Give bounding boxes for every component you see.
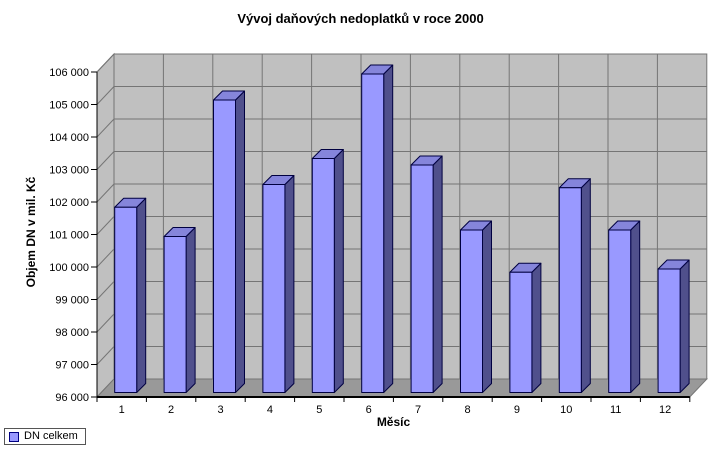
- y-tick-label: 96 000: [55, 392, 89, 404]
- x-tick-label: 3: [217, 404, 223, 416]
- bar-month-10: [558, 187, 582, 393]
- x-axis-title: Měsíc: [376, 415, 411, 429]
- gridline-h-side: [96, 53, 115, 73]
- x-tick-label: 1: [119, 404, 125, 416]
- gridline-h-side: [96, 216, 115, 235]
- y-tick-label: 98 000: [55, 327, 89, 339]
- x-tick-label: 9: [514, 404, 520, 416]
- bar-side-month-10: [580, 178, 591, 393]
- chart-title: Vývoj daňových nedoplatků v roce 2000: [237, 11, 484, 26]
- legend-swatch-icon: [9, 431, 19, 442]
- bar-side-month-12: [679, 259, 690, 393]
- gridline-h-side: [96, 313, 115, 333]
- y-tick-label: 102 000: [49, 197, 89, 209]
- x-tick-label: 11: [610, 404, 621, 416]
- x-tick-label: 2: [168, 404, 174, 416]
- y-tick-label: 106 000: [49, 67, 89, 79]
- y-tick-label: 103 000: [49, 165, 89, 177]
- bar-month-9: [509, 271, 533, 393]
- x-tick-label: 12: [659, 404, 671, 416]
- bar-month-2: [163, 236, 187, 393]
- y-tick-label: 99 000: [55, 295, 89, 307]
- bar-side-month-8: [482, 220, 492, 393]
- bar-month-1: [114, 206, 138, 393]
- x-tick-label: 7: [415, 404, 421, 416]
- x-tick-label: 6: [366, 404, 372, 416]
- bar-month-6: [361, 73, 385, 393]
- bar-side-month-11: [630, 220, 641, 393]
- gridline-h-side: [96, 86, 115, 105]
- legend: DN celkem: [4, 428, 86, 445]
- bar-month-7: [410, 164, 434, 393]
- y-tick-label: 101 000: [49, 230, 89, 242]
- gridline-h-side: [96, 183, 115, 203]
- bar-side-month-2: [185, 227, 196, 393]
- y-tick-label: 105 000: [49, 100, 89, 112]
- bar-side-month-9: [531, 262, 542, 393]
- bar-month-5: [311, 158, 335, 393]
- bar-side-month-7: [432, 155, 443, 393]
- bar-month-8: [460, 229, 483, 393]
- bar-side-month-1: [136, 197, 147, 393]
- gridline-h-side: [96, 346, 115, 365]
- x-tick-label: 5: [316, 404, 322, 416]
- bar-side-month-4: [284, 175, 295, 393]
- y-tick-label: 100 000: [49, 262, 89, 274]
- x-tick-label: 10: [560, 404, 572, 416]
- gridline-h-side: [96, 151, 115, 170]
- y-tick-label: 97 000: [55, 360, 89, 372]
- bar-month-4: [262, 184, 286, 393]
- gridline-h-side: [96, 118, 115, 138]
- bar-month-3: [213, 99, 236, 393]
- bar-side-month-3: [235, 90, 245, 393]
- bar-side-month-6: [383, 64, 394, 393]
- bar-month-11: [608, 229, 632, 393]
- gridline-h-side: [96, 281, 115, 300]
- legend-label: DN celkem: [24, 430, 78, 442]
- gridline-h-side: [96, 248, 115, 268]
- x-tick-label: 8: [464, 404, 470, 416]
- x-tick-label: 4: [267, 404, 273, 416]
- y-tick-label: 104 000: [49, 132, 89, 144]
- bar-month-12: [657, 268, 681, 393]
- bar-side-month-5: [333, 149, 344, 393]
